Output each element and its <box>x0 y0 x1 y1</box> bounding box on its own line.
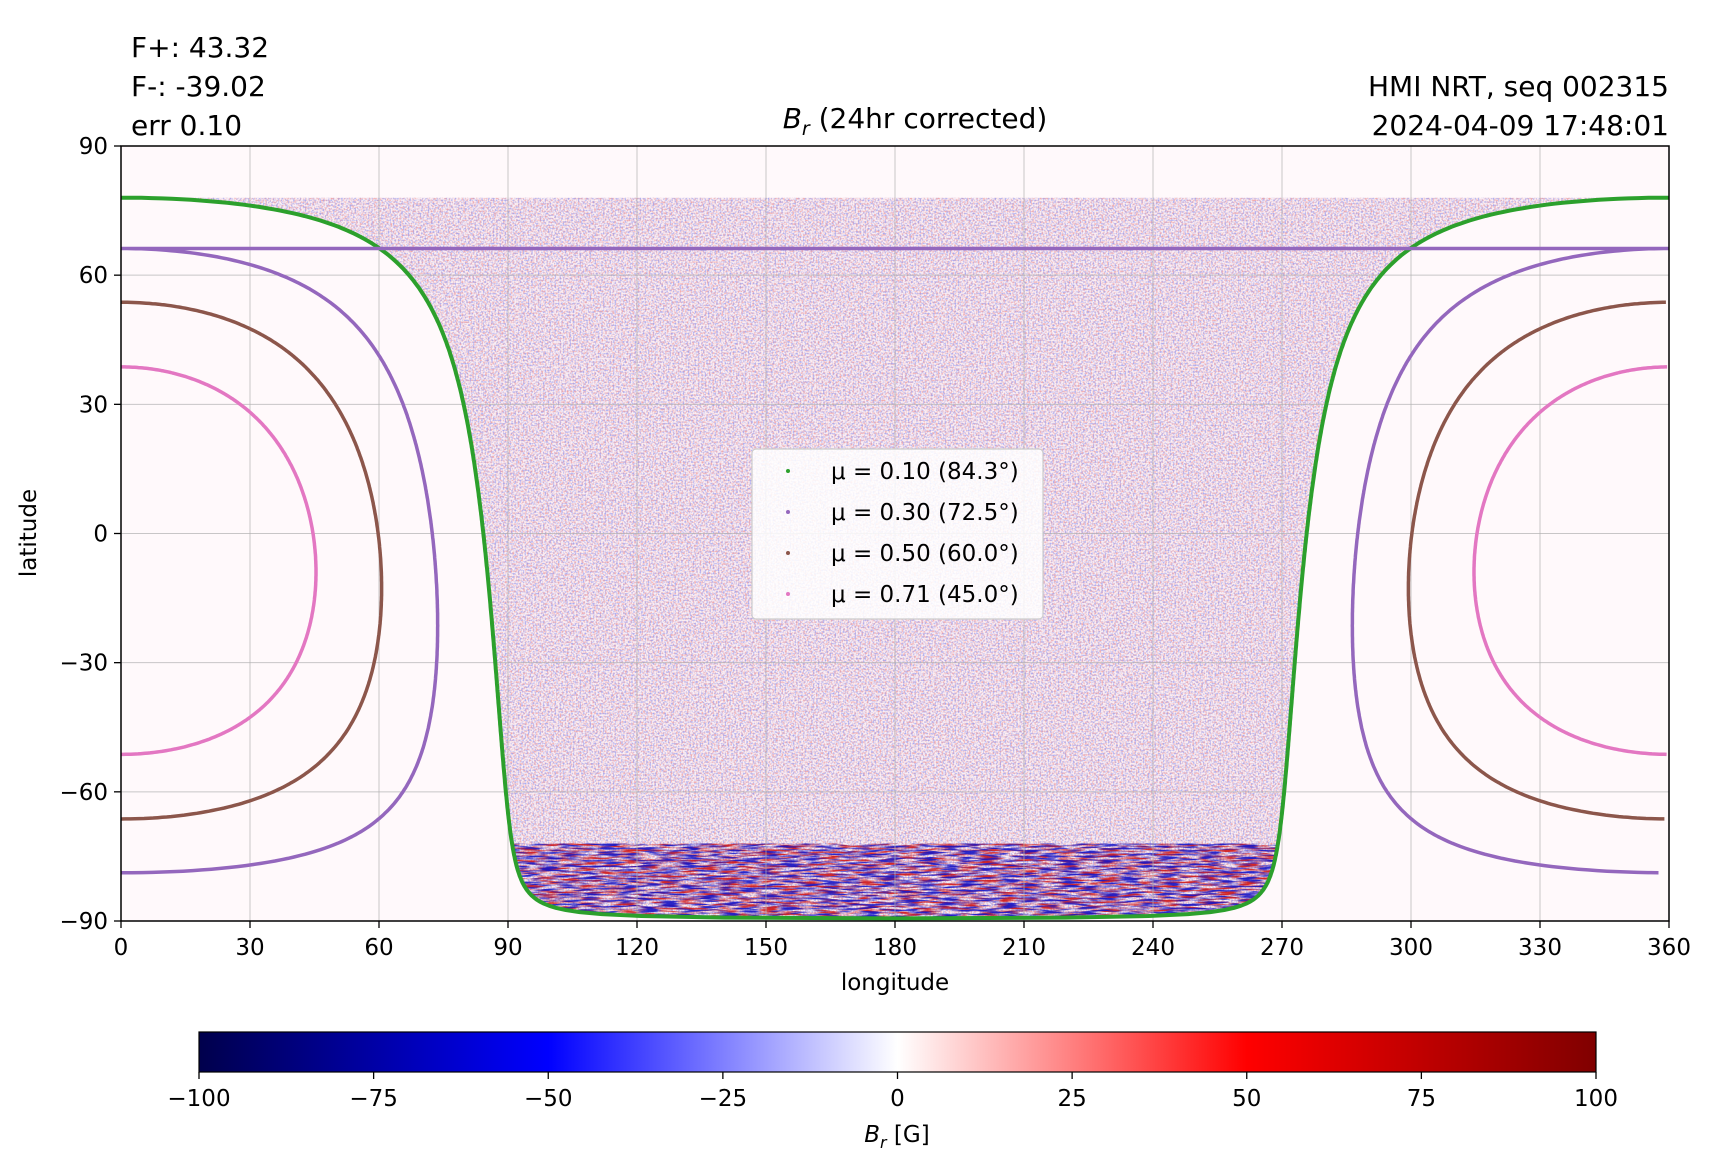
x-tick-label: 90 <box>493 935 522 961</box>
axis-ticks: 0 30 60 90 120 150 180 210 240 270 300 330 360906030… <box>59 134 1691 961</box>
y-tick-label: −60 <box>59 780 108 806</box>
contour-mu-0.71 <box>1472 365 1668 757</box>
colorbar-tick-label: 75 <box>1407 1086 1436 1112</box>
y-tick-label: 0 <box>93 522 108 548</box>
colorbar-tick-label: 50 <box>1232 1086 1261 1112</box>
y-tick-label: 90 <box>79 134 108 160</box>
colorbar-tick-label: 100 <box>1574 1086 1618 1112</box>
x-tick-label: 60 <box>364 935 393 961</box>
contour-mu-0.50 <box>121 300 384 821</box>
colorbar-gradient <box>198 1031 1597 1073</box>
legend-marker <box>786 551 790 555</box>
y-tick-label: 30 <box>79 392 108 418</box>
colorbar: −100 −75 −50 −25 0 25 50 75 100 Br [G] <box>167 1031 1618 1152</box>
x-tick-label: 270 <box>1260 935 1304 961</box>
y-axis-label: latitude <box>16 489 42 577</box>
x-tick-label: 330 <box>1518 935 1562 961</box>
x-tick-label: 180 <box>873 935 917 961</box>
colorbar-tick-label: 0 <box>890 1086 905 1112</box>
mu-contours <box>121 195 1669 921</box>
colorbar-tick-label: −25 <box>699 1086 748 1112</box>
y-tick-label: −90 <box>59 909 108 935</box>
legend-marker <box>786 510 790 514</box>
timestamp-label: 2024-04-09 17:48:01 <box>1372 109 1669 142</box>
legend-entry-label: μ = 0.71 (45.0°) <box>831 582 1019 608</box>
x-tick-label: 300 <box>1389 935 1433 961</box>
colorbar-label: Br [G] <box>864 1122 929 1152</box>
legend-marker <box>786 592 790 596</box>
flux-negative-label: F-: -39.02 <box>131 70 266 103</box>
x-tick-label: 360 <box>1647 935 1691 961</box>
x-tick-label: 210 <box>1002 935 1046 961</box>
x-tick-label: 120 <box>615 935 659 961</box>
chart-title: Br (24hr corrected) <box>783 102 1048 140</box>
colorbar-tick-label: −50 <box>524 1086 573 1112</box>
x-tick-label: 240 <box>1131 935 1175 961</box>
legend[interactable]: μ = 0.10 (84.3°) μ = 0.30 (72.5°) μ = 0.50… <box>751 448 1044 620</box>
x-tick-label: 150 <box>744 935 788 961</box>
colorbar-tick-label: 25 <box>1057 1086 1086 1112</box>
error-label: err 0.10 <box>131 109 242 142</box>
colorbar-tick-label: −75 <box>349 1086 398 1112</box>
flux-positive-label: F+: 43.32 <box>131 31 269 64</box>
legend-entry-label: μ = 0.30 (72.5°) <box>831 500 1019 526</box>
contour-mu-0.30 <box>121 246 1669 875</box>
legend-box <box>751 448 1044 620</box>
colorbar-tick-label: −100 <box>167 1086 230 1112</box>
legend-entry-label: μ = 0.10 (84.3°) <box>831 459 1019 485</box>
contour-mu-0.71 <box>121 365 318 757</box>
contour-mu-0.10 <box>121 195 1669 921</box>
legend-marker <box>786 469 790 473</box>
x-tick-label: 0 <box>114 935 129 961</box>
contour-mu-0.50 <box>1406 300 1666 821</box>
y-tick-label: −30 <box>59 651 108 677</box>
source-label: HMI NRT, seq 002315 <box>1368 70 1669 103</box>
x-axis-label: longitude <box>841 970 949 996</box>
x-tick-label: 30 <box>235 935 264 961</box>
legend-entry-label: μ = 0.50 (60.0°) <box>831 541 1019 567</box>
y-tick-label: 60 <box>79 263 108 289</box>
